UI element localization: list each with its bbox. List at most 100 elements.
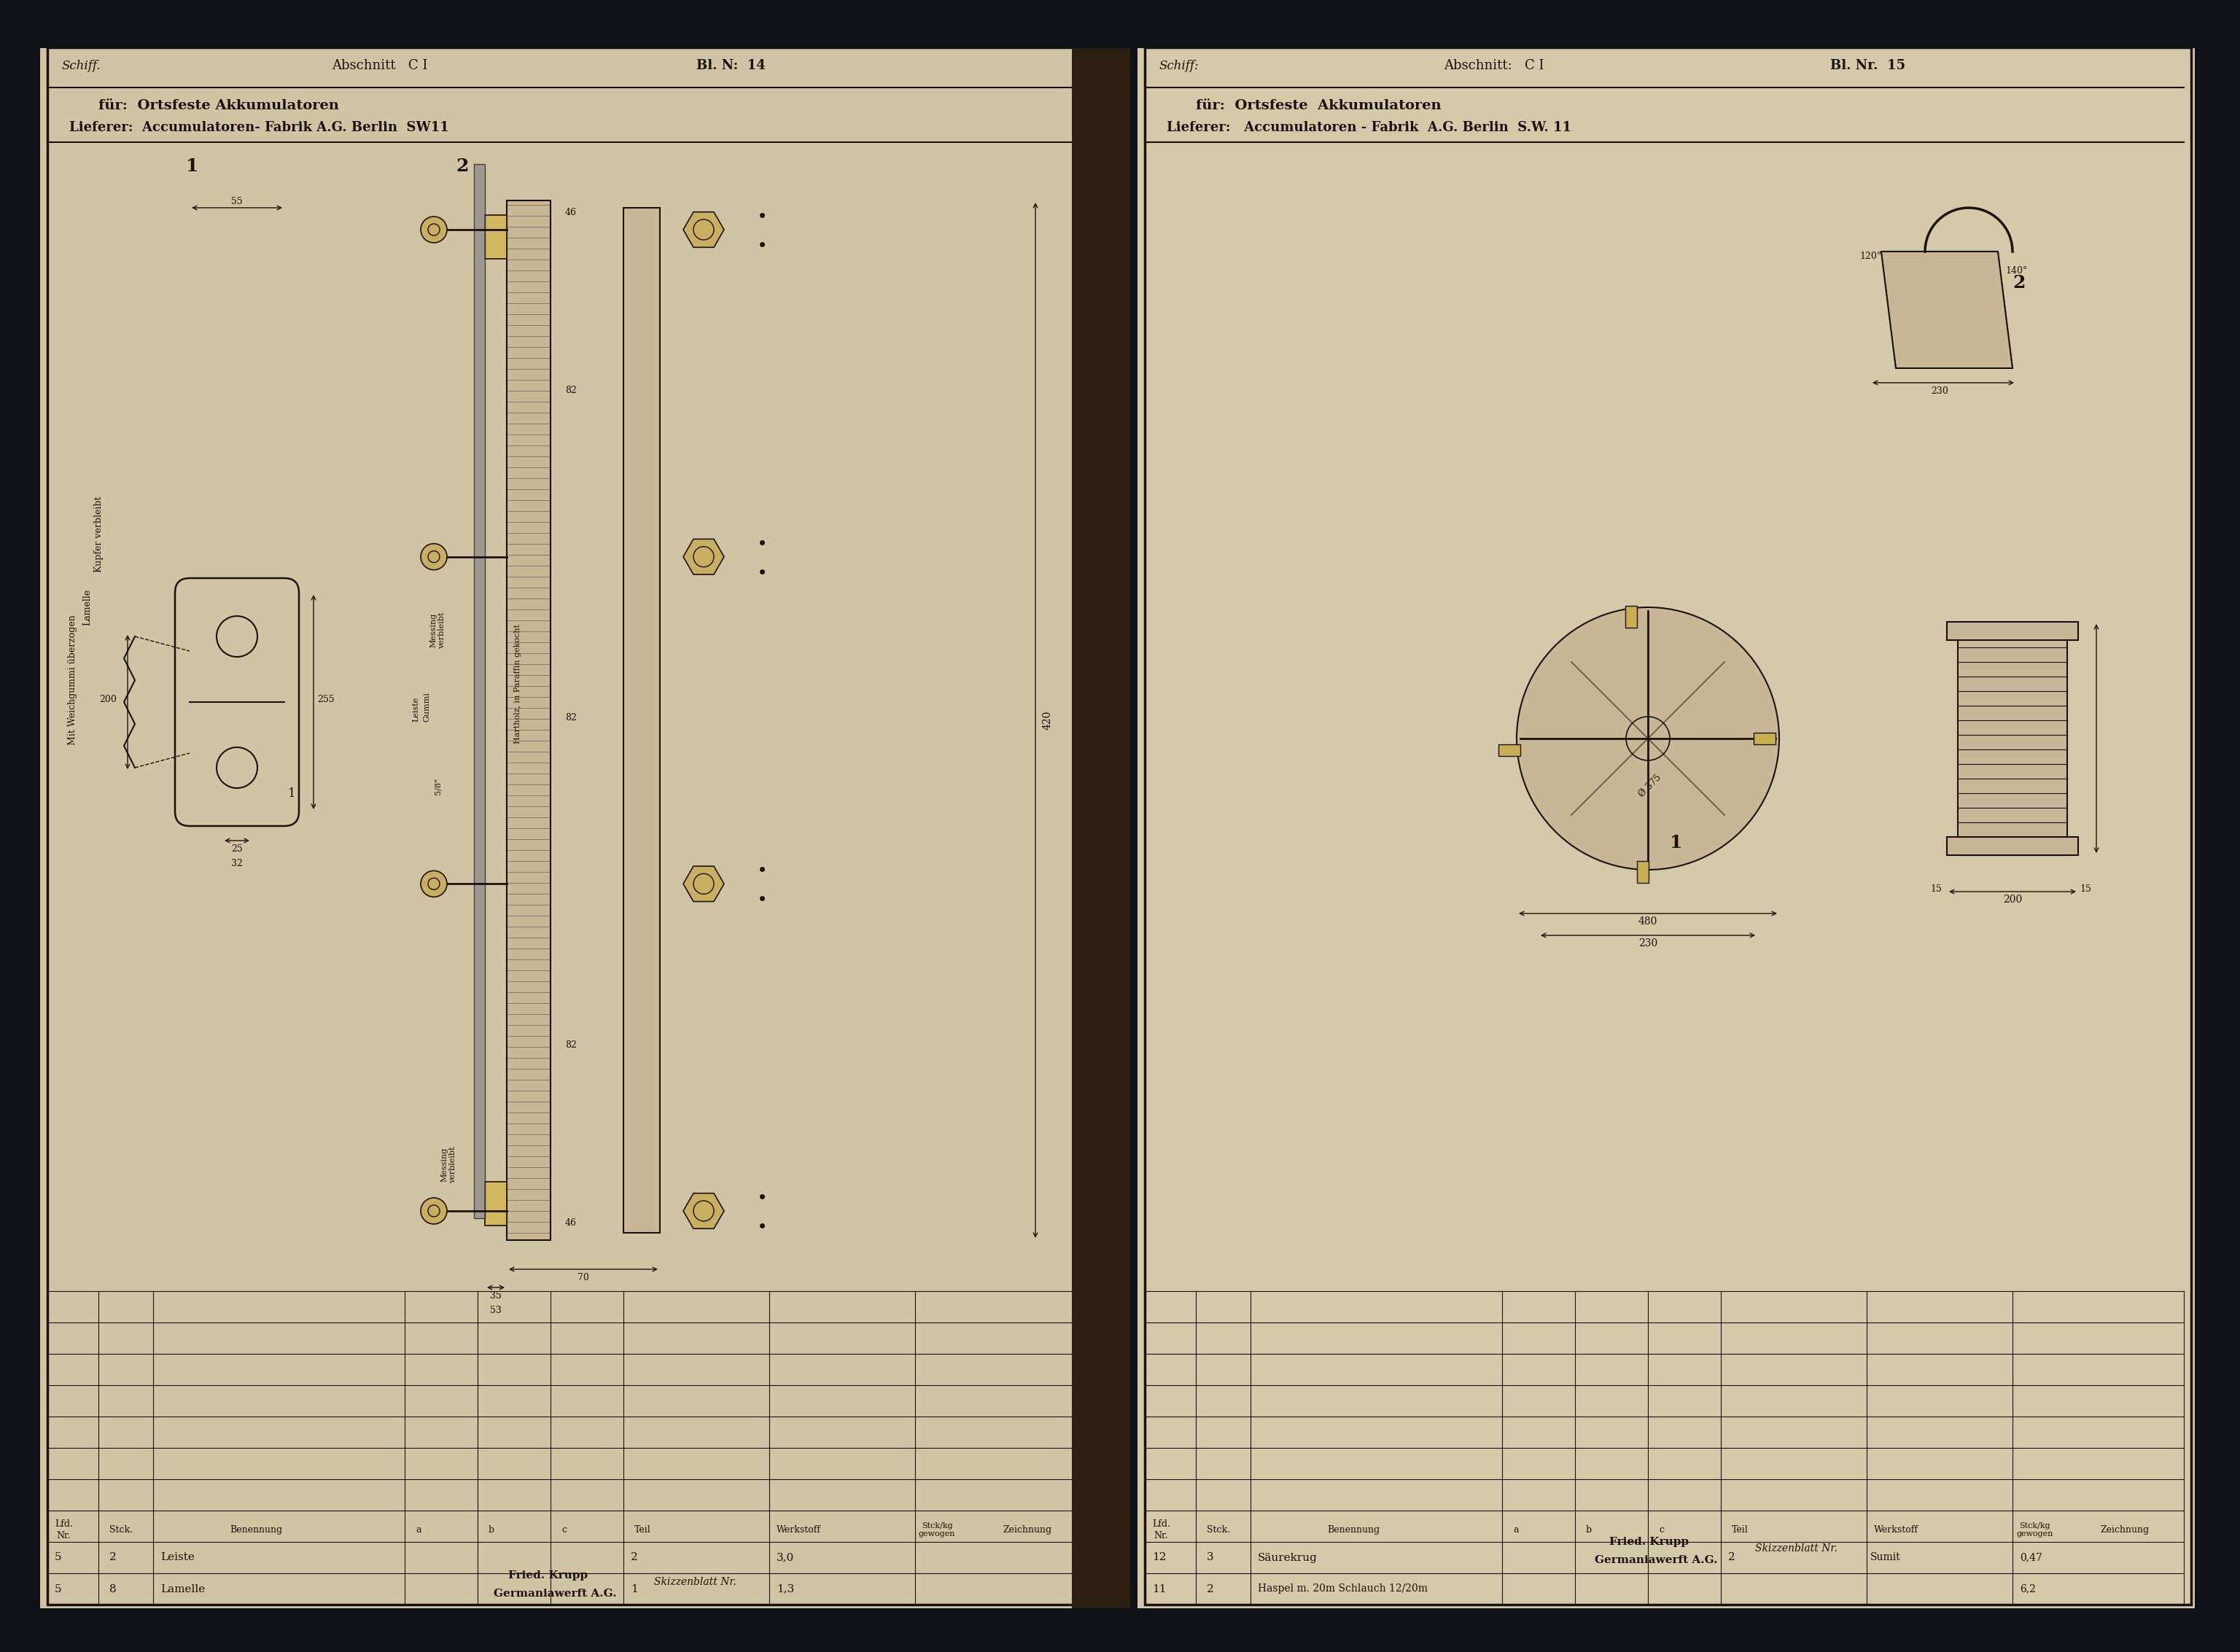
Text: Lamelle: Lamelle: [83, 590, 92, 626]
Circle shape: [1516, 608, 1779, 869]
Text: Skizzenblatt Nr.: Skizzenblatt Nr.: [654, 1578, 737, 1588]
Text: Benennung: Benennung: [231, 1525, 282, 1535]
Text: Schiff:: Schiff:: [1160, 59, 1198, 73]
Text: 1: 1: [1669, 834, 1682, 851]
Text: Lfd.
Nr.: Lfd. Nr.: [1151, 1520, 1169, 1540]
Bar: [1138, 40, 2197, 1612]
Text: 200: 200: [2003, 894, 2023, 905]
Bar: [47, 48, 1086, 1604]
Text: 140°: 140°: [2005, 266, 2027, 276]
Text: Sumit: Sumit: [1870, 1553, 1902, 1563]
Text: 6,2: 6,2: [2020, 1584, 2036, 1594]
Text: Bl. N:  14: Bl. N: 14: [697, 59, 766, 73]
Bar: [1637, 861, 1649, 882]
Bar: [623, 208, 661, 1232]
Text: c: c: [562, 1525, 567, 1535]
Text: Teil: Teil: [1732, 1525, 1749, 1535]
Text: 5/8": 5/8": [435, 778, 441, 795]
Bar: [506, 200, 551, 1241]
Text: 12: 12: [1151, 1553, 1167, 1563]
Text: a: a: [1512, 1525, 1519, 1535]
Text: Germaniawerft A.G.: Germaniawerft A.G.: [493, 1588, 616, 1599]
Text: 15: 15: [2079, 884, 2092, 894]
Text: 420: 420: [1042, 710, 1053, 730]
Text: Messing
verbleibt: Messing verbleibt: [441, 1146, 457, 1183]
Polygon shape: [1882, 251, 2012, 368]
Bar: [1754, 733, 1776, 745]
Text: 255: 255: [318, 695, 334, 704]
Text: 3: 3: [1207, 1553, 1214, 1563]
Text: Lfd.
Nr.: Lfd. Nr.: [54, 1520, 74, 1540]
Polygon shape: [683, 866, 724, 902]
Text: Werkstoff: Werkstoff: [1875, 1525, 1917, 1535]
Text: Germaniawerft A.G.: Germaniawerft A.G.: [1595, 1555, 1718, 1564]
Text: Zeichnung: Zeichnung: [1004, 1525, 1051, 1535]
Text: Lieferer:   Accumulatoren - Fabrik  A.G. Berlin  S.W. 11: Lieferer: Accumulatoren - Fabrik A.G. Be…: [1167, 121, 1570, 134]
Text: 1: 1: [632, 1584, 638, 1594]
Text: für:  Ortsfeste  Akkumulatoren: für: Ortsfeste Akkumulatoren: [1196, 99, 1440, 112]
Text: 2: 2: [632, 1553, 638, 1563]
Text: Abschnitt:   C I: Abschnitt: C I: [1445, 59, 1543, 73]
Text: 11: 11: [1151, 1584, 1167, 1594]
Text: Fried. Krupp: Fried. Krupp: [508, 1569, 587, 1581]
Text: 200: 200: [99, 695, 116, 704]
Text: Leiste: Leiste: [412, 697, 419, 722]
Text: b: b: [1586, 1525, 1593, 1535]
Polygon shape: [683, 1193, 724, 1229]
Text: 2: 2: [1207, 1584, 1214, 1594]
Text: 3,0: 3,0: [777, 1553, 795, 1563]
Text: a: a: [417, 1525, 421, 1535]
Text: Hartholz, in Paraffin gekocht: Hartholz, in Paraffin gekocht: [513, 624, 522, 743]
Text: 2: 2: [110, 1553, 116, 1563]
Bar: [484, 215, 506, 259]
Text: 82: 82: [564, 387, 576, 395]
Text: Skizzenblatt Nr.: Skizzenblatt Nr.: [1756, 1543, 1837, 1555]
Bar: [40, 40, 1093, 1612]
Text: Lamelle: Lamelle: [161, 1584, 206, 1594]
Text: Werkstoff: Werkstoff: [777, 1525, 822, 1535]
Text: 82: 82: [564, 1041, 576, 1049]
Text: Stck.: Stck.: [110, 1525, 132, 1535]
Text: 55: 55: [231, 197, 242, 206]
Text: Teil: Teil: [634, 1525, 652, 1535]
Text: Bl. Nr.  15: Bl. Nr. 15: [1830, 59, 1906, 73]
Text: Ø 375: Ø 375: [1637, 773, 1664, 800]
Bar: [484, 1181, 506, 1226]
Bar: [1073, 0, 1131, 1652]
Text: 2: 2: [455, 157, 468, 175]
Bar: [475, 164, 484, 1218]
Text: 0,47: 0,47: [2020, 1553, 2043, 1563]
Text: Mit Weichgummi überzogen: Mit Weichgummi überzogen: [67, 615, 78, 745]
Bar: [1958, 621, 2068, 856]
Bar: [0, 0, 2240, 48]
Text: 230: 230: [1931, 387, 1949, 396]
Text: 8: 8: [110, 1584, 116, 1594]
Text: Kupfer verbleibt: Kupfer verbleibt: [94, 496, 103, 573]
Text: 46: 46: [564, 208, 576, 218]
Polygon shape: [683, 211, 724, 248]
Text: 1,3: 1,3: [777, 1584, 795, 1594]
Text: 5: 5: [54, 1584, 63, 1594]
Text: 120°: 120°: [1859, 251, 1882, 261]
Text: 35: 35: [491, 1292, 502, 1300]
Text: 82: 82: [564, 714, 576, 722]
Text: 2: 2: [2012, 274, 2025, 292]
Text: Lieferer:  Accumulatoren- Fabrik A.G. Berlin  SW11: Lieferer: Accumulatoren- Fabrik A.G. Ber…: [69, 121, 448, 134]
Bar: [0, 0, 40, 1652]
Text: Messing
verbleibt: Messing verbleibt: [430, 611, 446, 649]
Text: 1: 1: [186, 157, 199, 175]
Circle shape: [421, 1198, 448, 1224]
Bar: [2195, 0, 2240, 1652]
Text: Fried. Krupp: Fried. Krupp: [1608, 1536, 1689, 1546]
Text: Leiste: Leiste: [161, 1553, 195, 1563]
Text: 70: 70: [578, 1274, 589, 1282]
Text: b: b: [488, 1525, 495, 1535]
Text: Stck.: Stck.: [1207, 1525, 1230, 1535]
Text: 5: 5: [54, 1553, 63, 1563]
Text: Benennung: Benennung: [1326, 1525, 1380, 1535]
Circle shape: [421, 871, 448, 897]
Bar: [0, 1609, 2240, 1652]
Text: 46: 46: [564, 1218, 576, 1227]
Text: Zeichnung: Zeichnung: [2101, 1525, 2148, 1535]
Text: Stck/kg
gewogen: Stck/kg gewogen: [2016, 1521, 2052, 1538]
